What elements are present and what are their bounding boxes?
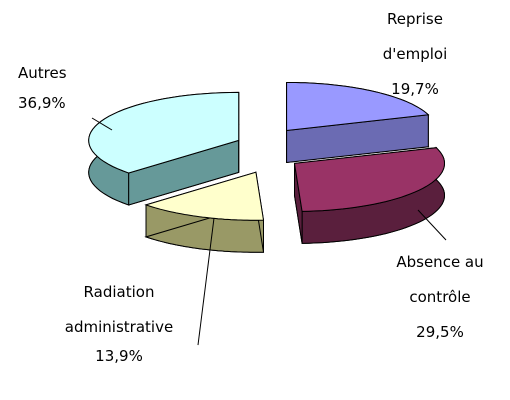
value-label: 13,9% xyxy=(95,347,143,365)
slice xyxy=(88,91,240,174)
leader-line xyxy=(91,117,113,131)
category-label: Reprise d'emploi xyxy=(382,10,448,63)
category-label: Absence au contrôle xyxy=(396,253,484,306)
leader-line xyxy=(417,209,447,241)
slice-label: Radiation administrative 13,9% xyxy=(60,275,178,367)
value-label: 29,5% xyxy=(416,323,464,341)
slice xyxy=(293,147,446,212)
category-label: Autres xyxy=(18,64,67,82)
slice-label: Autres 36,9% xyxy=(18,56,98,115)
slice-label: Absence au contrôle 29,5% xyxy=(380,245,500,350)
slice xyxy=(286,82,430,132)
category-label: Radiation administrative xyxy=(64,283,174,336)
slice xyxy=(144,171,265,221)
slice-label: Reprise d'emploi 19,7% xyxy=(365,2,465,107)
value-label: 19,7% xyxy=(391,80,439,98)
leader-line xyxy=(197,217,215,346)
value-label: 36,9% xyxy=(18,94,66,112)
